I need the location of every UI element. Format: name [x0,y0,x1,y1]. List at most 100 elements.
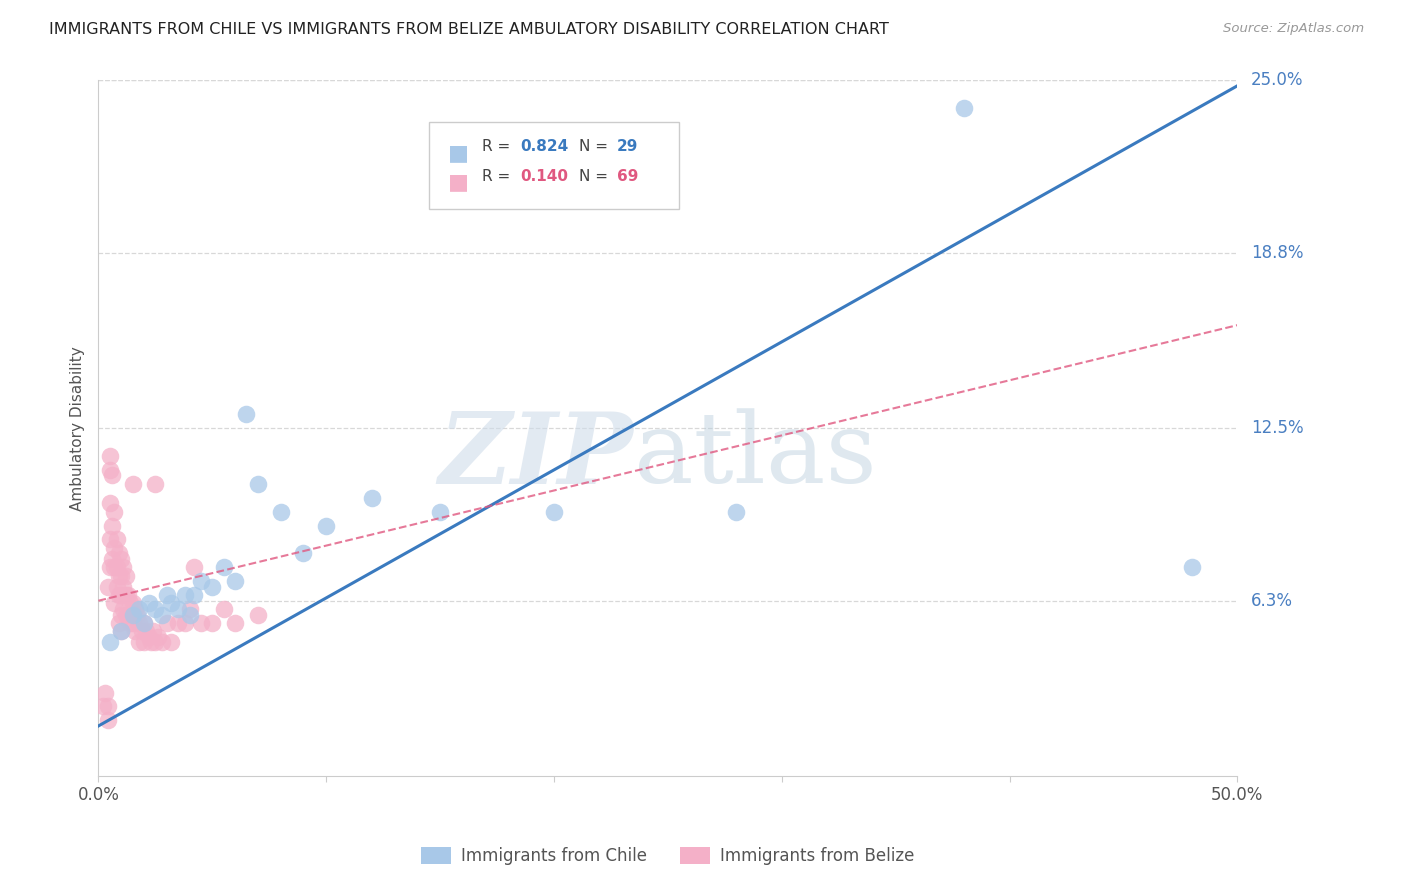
Point [128,635,150,649]
Point [190,615,212,630]
Point [138,597,160,611]
Point [96,714,118,728]
Point [105,533,128,547]
Point [112,602,135,616]
Point [98,449,121,463]
Text: 0.824: 0.824 [520,139,568,154]
Text: N =: N = [579,139,613,154]
Point [131,624,153,639]
Point [121,476,143,491]
Point [150,607,173,622]
Point [103,541,125,555]
Point [110,552,132,566]
Point [105,580,128,594]
Text: 12.5%: 12.5% [1251,419,1303,437]
Point [110,624,132,639]
Point [120,615,142,630]
Point [212,560,235,574]
Point [725,505,748,519]
Point [128,602,150,616]
Point [132,615,155,630]
Point [96,699,118,714]
Point [101,468,124,483]
Text: R =: R = [482,169,516,184]
Point [201,580,224,594]
Point [224,615,246,630]
Point [112,580,135,594]
Text: R =: R = [482,139,516,154]
Text: 25.0%: 25.0% [1251,71,1303,89]
Point [91,699,114,714]
Point [179,607,201,622]
Point [96,580,118,594]
Point [174,588,197,602]
Point [160,597,183,611]
Text: 69: 69 [617,169,638,184]
Text: IMMIGRANTS FROM CHILE VS IMMIGRANTS FROM BELIZE AMBULATORY DISABILITY CORRELATIO: IMMIGRANTS FROM CHILE VS IMMIGRANTS FROM… [49,22,889,37]
Point [110,624,132,639]
Point [953,101,976,115]
Point [224,574,246,589]
Y-axis label: Ambulatory Disability: Ambulatory Disability [69,346,84,510]
Point [139,635,162,649]
Text: N =: N = [579,169,613,184]
Point [117,588,139,602]
Text: ■: ■ [449,172,470,192]
Point [121,597,143,611]
FancyBboxPatch shape [429,122,679,209]
Point [103,560,125,574]
Point [174,615,197,630]
Point [120,597,142,611]
Point [124,602,146,616]
Point [110,588,132,602]
Point [212,602,235,616]
Point [145,635,167,649]
Point [112,560,135,574]
Point [160,635,183,649]
Point [132,635,155,649]
Point [246,607,269,622]
Point [138,630,160,644]
Point [156,615,179,630]
Text: 18.8%: 18.8% [1251,244,1303,262]
Point [105,560,128,574]
Point [179,602,201,616]
Point [360,491,382,505]
Text: Source: ZipAtlas.com: Source: ZipAtlas.com [1223,22,1364,36]
Point [98,496,121,510]
Point [101,518,124,533]
Text: 0.140: 0.140 [520,169,568,184]
Point [167,615,190,630]
Point [121,615,143,630]
Point [117,607,139,622]
Point [108,546,131,560]
Point [114,568,136,582]
Legend: Immigrants from Chile, Immigrants from Belize: Immigrants from Chile, Immigrants from B… [415,840,921,871]
Point [108,568,131,582]
Point [146,630,169,644]
Point [156,588,179,602]
Point [110,568,132,582]
Point [183,560,205,574]
Point [98,560,121,574]
Point [108,615,131,630]
Text: atlas: atlas [634,409,876,504]
Point [142,624,165,639]
Point [127,607,149,622]
Point [543,505,565,519]
Point [150,635,173,649]
Point [190,574,212,589]
Text: ZIP: ZIP [439,408,634,504]
Point [292,546,315,560]
Point [135,624,157,639]
Point [145,476,167,491]
Point [128,615,150,630]
Point [98,533,121,547]
Point [201,615,224,630]
Point [94,685,117,699]
Text: 6.3%: 6.3% [1251,591,1294,610]
Point [110,607,132,622]
Point [235,407,257,421]
Point [114,607,136,622]
Point [145,602,167,616]
